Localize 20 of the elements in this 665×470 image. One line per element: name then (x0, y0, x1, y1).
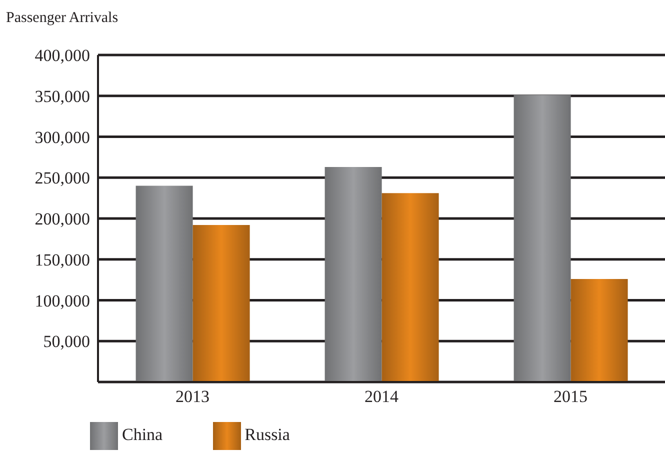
bar (192, 225, 250, 382)
bar (514, 95, 571, 382)
y-tick-label: 350,000 (34, 86, 90, 106)
y-tick-label: 50,000 (43, 332, 90, 352)
y-tick-label: 150,000 (34, 250, 90, 270)
legend-label: China (122, 424, 163, 444)
y-tick-label: 300,000 (34, 128, 90, 147)
bar (136, 186, 193, 382)
bar (324, 167, 382, 382)
y-tick-label: 400,000 (34, 46, 90, 66)
y-tick-label: 200,000 (34, 210, 90, 229)
bar (570, 278, 628, 382)
x-tick-label: 2015 (554, 387, 588, 406)
y-tick-label: 100,000 (34, 291, 90, 310)
x-tick-label: 2014 (364, 387, 399, 406)
y-tick-label: 250,000 (34, 168, 90, 188)
legend-label: Russia (244, 424, 290, 444)
bar (382, 193, 439, 382)
y-axis-title: Passenger Arrivals (6, 10, 118, 27)
x-tick-label: 2013 (176, 387, 210, 406)
